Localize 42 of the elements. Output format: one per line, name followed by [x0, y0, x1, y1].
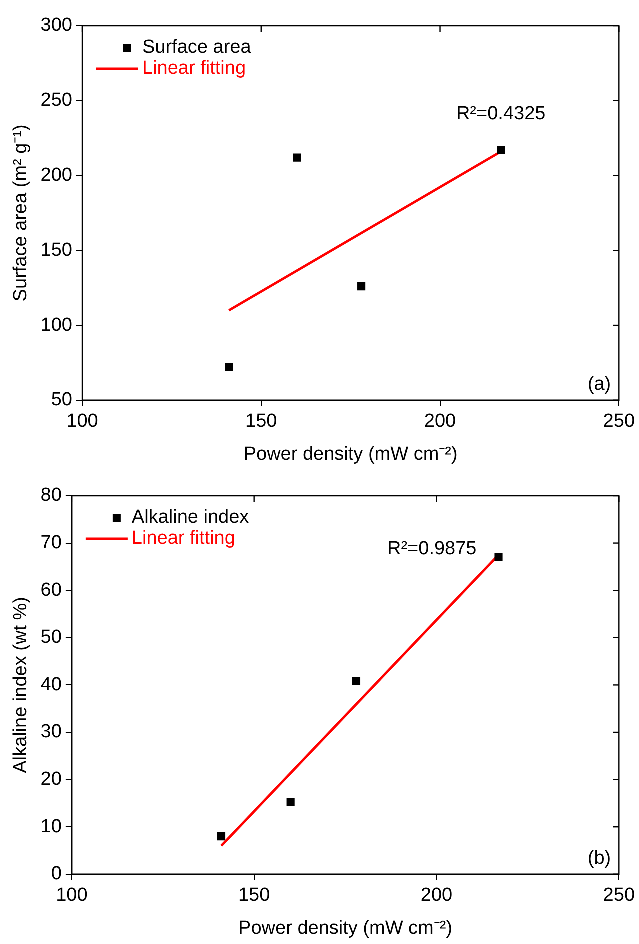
point — [286, 798, 295, 806]
y-tick-label: 300 — [40, 15, 72, 36]
x-tick-label: 150 — [238, 885, 270, 906]
x-axis-title: Power density (mW cm⁻²) — [244, 444, 458, 465]
y-tick-label: 0 — [51, 864, 62, 885]
point — [497, 146, 506, 154]
y-tick-label: 60 — [40, 580, 62, 601]
y-tick-label: 10 — [40, 816, 62, 838]
annotation: R²=0.9875 — [387, 538, 477, 560]
x-tick-label: 200 — [420, 885, 453, 906]
x-tick-label: 150 — [246, 411, 278, 432]
point — [293, 154, 302, 162]
y-tick-label: 50 — [40, 627, 62, 648]
point — [494, 552, 503, 562]
y-tick-label: 80 — [40, 485, 62, 506]
y-tick-label: 250 — [40, 90, 72, 112]
annotation: (b) — [588, 848, 612, 870]
legend-label: Alkaline index — [132, 507, 250, 528]
y-tick-label: 40 — [40, 674, 62, 696]
x-tick-label: 250 — [603, 411, 635, 432]
point — [217, 832, 226, 841]
y-axis-title: Alkaline index (wt %) — [10, 597, 32, 774]
y-tick-label: 20 — [40, 769, 62, 790]
y-tick-label: 70 — [40, 532, 62, 554]
y-tick-label: 200 — [40, 164, 72, 186]
x-tick-label: 250 — [603, 885, 635, 906]
y-tick-label: 30 — [40, 722, 62, 743]
y-axis-title: Surface area (m² g⁻¹) — [10, 124, 32, 302]
x-tick-label: 200 — [424, 411, 456, 432]
legend-label: Linear fitting — [132, 528, 236, 550]
legend-label: Linear fitting — [142, 58, 246, 80]
legend-label: Surface area — [142, 37, 252, 58]
point — [225, 363, 234, 372]
annotation: (a) — [588, 374, 612, 396]
point — [358, 282, 366, 291]
y-tick-label: 100 — [40, 314, 72, 336]
point — [352, 677, 361, 686]
x-axis-title: Power density (mW cm⁻²) — [238, 918, 453, 939]
annotation: R²=0.4325 — [456, 104, 546, 125]
y-tick-label: 150 — [40, 240, 72, 261]
y-tick-label: 50 — [51, 390, 72, 411]
x-tick-label: 100 — [66, 411, 98, 432]
